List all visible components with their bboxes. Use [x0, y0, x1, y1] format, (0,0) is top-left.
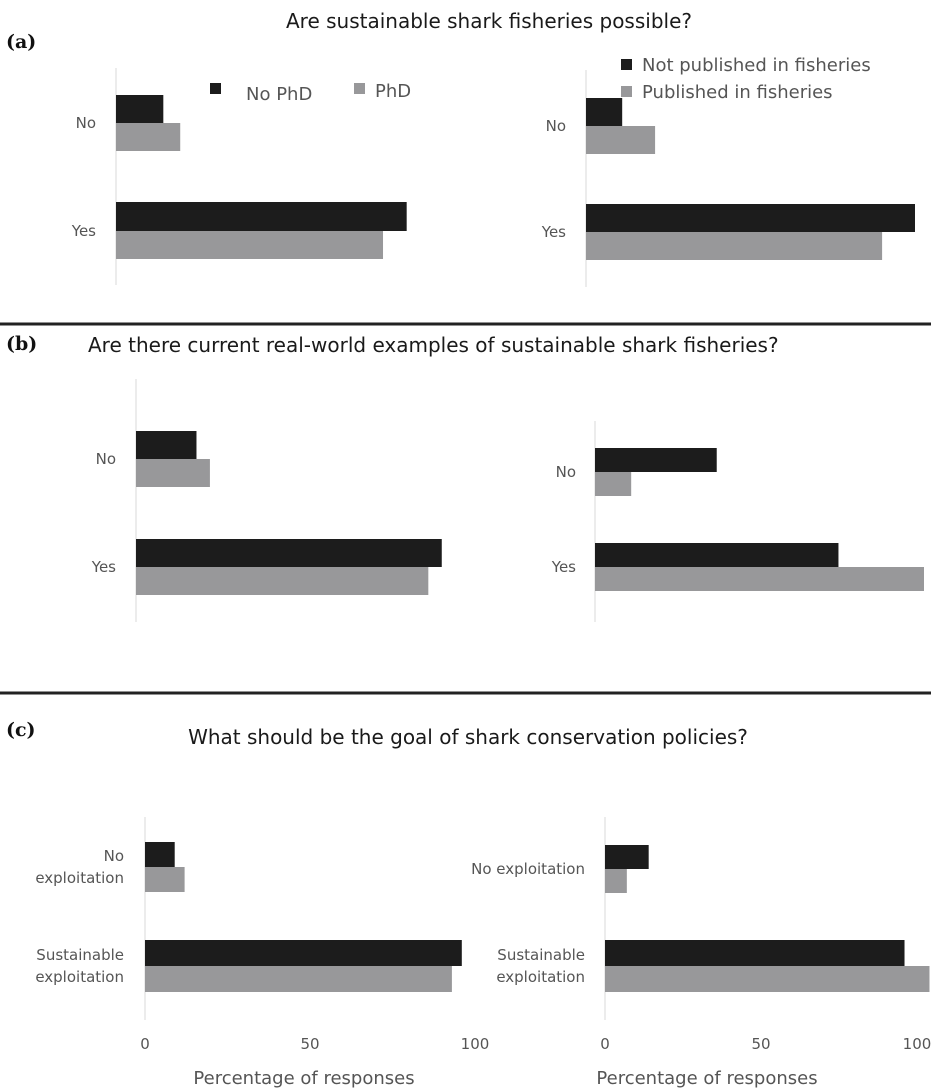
- x-tick-label-0-1: 50: [300, 1035, 319, 1053]
- bar-chart4-no-exploitation-series0: [145, 842, 175, 867]
- bar-chart3-yes-series0: [595, 543, 839, 567]
- x-tick-label-0-0: 0: [140, 1035, 150, 1053]
- category-label-chart0-0: No: [76, 114, 96, 132]
- legend-phd-label: PhD: [375, 81, 411, 102]
- bar-chart1-no-series1: [586, 126, 656, 154]
- bar-chart0-no-series0: [116, 95, 164, 123]
- category-label-chart1-0: No: [546, 117, 566, 135]
- x-axis-title-0: Percentage of responses: [193, 1068, 414, 1088]
- category-label-chart4-0: No exploitation: [35, 847, 124, 887]
- panel-b-title: Are there current real-world examples of…: [88, 333, 779, 357]
- category-label-chart0-1: Yes: [71, 222, 96, 240]
- bar-chart4-sustainable-exploitation-series0: [145, 940, 462, 966]
- bar-chart2-yes-series1: [136, 567, 429, 595]
- panel-a-letter: (a): [6, 31, 36, 53]
- bar-chart1-yes-series0: [586, 204, 915, 232]
- bar-chart5-sustainable-exploitation-series1: [605, 966, 930, 992]
- category-label-chart5-0: No exploitation: [471, 860, 585, 878]
- x-tick-label-1-1: 50: [751, 1035, 770, 1053]
- panel-c-title: What should be the goal of shark conserv…: [188, 725, 748, 749]
- legend-not-published-swatch: [621, 59, 632, 70]
- category-label-chart2-0: No: [96, 450, 116, 468]
- charts-group: No Yes No Yes No Yes No Yes No exploitation Sustai…: [35, 68, 930, 1020]
- x-tick-label-1-0: 0: [600, 1035, 610, 1053]
- category-label-chart3-0: No: [556, 463, 576, 481]
- bar-chart4-sustainable-exploitation-series1: [145, 966, 452, 992]
- category-label-chart1-1: Yes: [541, 223, 566, 241]
- legend-no-phd-swatch: [210, 83, 221, 94]
- bar-chart2-no-series1: [136, 459, 210, 487]
- bar-chart3-no-series1: [595, 472, 632, 496]
- bar-chart1-no-series0: [586, 98, 623, 126]
- category-label-chart3-1: Yes: [551, 558, 576, 576]
- legend-published-label: Published in fisheries: [642, 82, 833, 103]
- legend-phd-swatch: [354, 83, 365, 94]
- category-label-chart2-1: Yes: [91, 558, 116, 576]
- x-tick-label-1-2: 100: [903, 1035, 931, 1053]
- bar-chart0-no-series1: [116, 123, 181, 151]
- panel-a-title: Are sustainable shark fisheries possible…: [286, 9, 692, 33]
- x-axis-group: 0 50 100 Percentage of responses 0 50 100 Perce…: [140, 1035, 931, 1088]
- bar-chart0-yes-series1: [116, 231, 384, 259]
- x-tick-label-0-2: 100: [461, 1035, 490, 1053]
- panel-c-letter: (c): [6, 719, 36, 741]
- bar-chart5-sustainable-exploitation-series0: [605, 940, 905, 966]
- bar-chart3-yes-series1: [595, 567, 924, 591]
- bar-chart2-no-series0: [136, 431, 197, 459]
- panel-b-letter: (b): [6, 333, 37, 355]
- x-axis-title-1: Percentage of responses: [596, 1068, 817, 1088]
- category-label-chart5-1: Sustainable exploitation: [496, 946, 585, 986]
- bar-chart4-no-exploitation-series1: [145, 867, 185, 892]
- bar-chart2-yes-series0: [136, 539, 442, 567]
- legend-published-swatch: [621, 86, 632, 97]
- legend-no-phd-label: No PhD: [246, 84, 312, 105]
- legend-not-published-label: Not published in fisheries: [642, 55, 871, 76]
- bar-chart5-no-exploitation-series1: [605, 869, 627, 893]
- bar-chart3-no-series0: [595, 448, 717, 472]
- category-label-chart4-1: Sustainable exploitation: [35, 946, 124, 986]
- bar-chart1-yes-series1: [586, 232, 883, 260]
- bar-chart5-no-exploitation-series0: [605, 845, 649, 869]
- bar-chart0-yes-series0: [116, 202, 407, 231]
